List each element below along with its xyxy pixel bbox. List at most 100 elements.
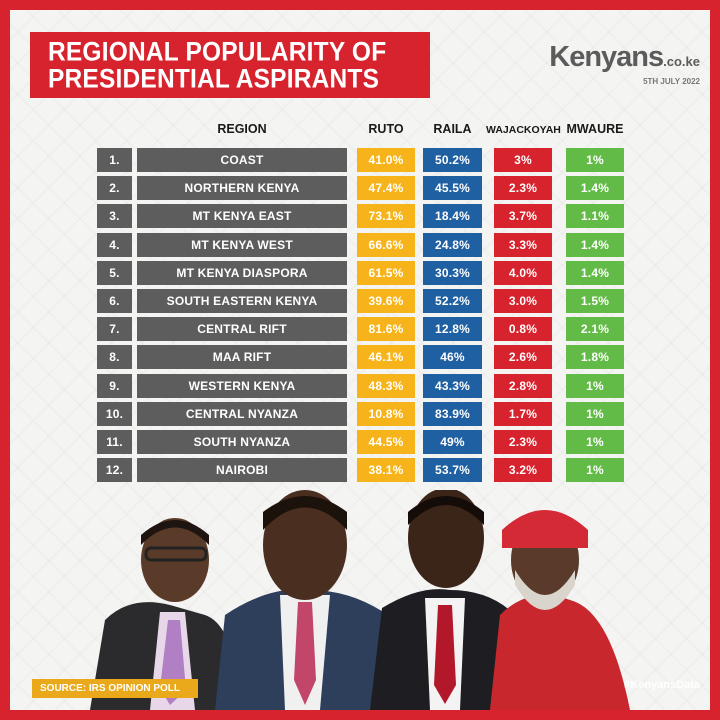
region-cell: COAST xyxy=(137,148,347,172)
ruto-cell: 66.6% xyxy=(357,232,415,257)
mwaure-cell: 1% xyxy=(566,401,624,426)
row-number: 12. xyxy=(97,458,132,483)
raila-cell: 50.2% xyxy=(423,148,482,172)
region-cell: WESTERN KENYA xyxy=(137,373,347,398)
region-cell: MT KENYA DIASPORA xyxy=(137,260,347,285)
wajackoyah-cell: 3.0% xyxy=(494,289,552,313)
ruto-cell: 47.4% xyxy=(357,176,415,201)
brand-suffix: .co.ke xyxy=(663,54,700,69)
raila-cell: 83.9% xyxy=(423,401,482,426)
row-number: 9. xyxy=(97,373,132,398)
raila-cell: 30.3% xyxy=(423,260,482,285)
table-row: 10. CENTRAL NYANZA 10.8% 83.9% 1.7% 1% xyxy=(10,401,710,426)
header-wajackoyah: WAJACKOYAH xyxy=(486,124,561,136)
mwaure-cell: 1% xyxy=(566,430,624,454)
mwaure-cell: 2.1% xyxy=(566,317,624,342)
row-number: 3. xyxy=(97,204,132,229)
ruto-cell: 10.8% xyxy=(357,401,415,426)
mwaure-cell: 1.4% xyxy=(566,260,624,285)
row-number: 8. xyxy=(97,345,132,370)
region-cell: MT KENYA WEST xyxy=(137,232,347,257)
region-cell: NAIROBI xyxy=(137,458,347,483)
wajackoyah-cell: 4.0% xyxy=(494,260,552,285)
ruto-cell: 44.5% xyxy=(357,430,415,454)
title-line-2: PRESIDENTIAL ASPIRANTS xyxy=(48,65,380,95)
ruto-cell: 39.6% xyxy=(357,289,415,313)
wajackoyah-cell: 3.2% xyxy=(494,458,552,483)
ruto-cell: 46.1% xyxy=(357,345,415,370)
mwaure-cell: 1.4% xyxy=(566,232,624,257)
wajackoyah-cell: 0.8% xyxy=(494,317,552,342)
ruto-cell: 61.5% xyxy=(357,260,415,285)
raila-cell: 46% xyxy=(423,345,482,370)
table-row: 4. MT KENYA WEST 66.6% 24.8% 3.3% 1.4% xyxy=(10,232,710,257)
header-mwaure: MWAURE xyxy=(566,122,624,136)
row-number: 11. xyxy=(97,430,132,454)
row-number: 5. xyxy=(97,260,132,285)
brand-logo: Kenyans.co.ke 5TH JULY 2022 xyxy=(549,41,700,87)
table-row: 1. COAST 41.0% 50.2% 3% 1% xyxy=(10,148,710,172)
portrait-wajackoyah xyxy=(490,510,630,710)
region-cell: NORTHERN KENYA xyxy=(137,176,347,201)
title-banner: REGIONAL POPULARITY OF PRESIDENTIAL ASPI… xyxy=(30,32,430,98)
row-number: 2. xyxy=(97,176,132,201)
title-line-1: REGIONAL POPULARITY OF xyxy=(48,38,387,68)
table-row: 7. CENTRAL RIFT 81.6% 12.8% 0.8% 2.1% xyxy=(10,317,710,342)
table-row: 5. MT KENYA DIASPORA 61.5% 30.3% 4.0% 1.4% xyxy=(10,260,710,285)
aspirants-photo xyxy=(90,490,630,710)
mwaure-cell: 1.4% xyxy=(566,176,624,201)
raila-cell: 43.3% xyxy=(423,373,482,398)
mwaure-cell: 1% xyxy=(566,458,624,483)
region-cell: SOUTH NYANZA xyxy=(137,430,347,454)
ruto-cell: 38.1% xyxy=(357,458,415,483)
table-row: 3. MT KENYA EAST 73.1% 18.4% 3.7% 1.1% xyxy=(10,204,710,229)
mwaure-cell: 1.8% xyxy=(566,345,624,370)
header-raila: RAILA xyxy=(433,122,472,136)
ruto-cell: 73.1% xyxy=(357,204,415,229)
table-row: 9. WESTERN KENYA 48.3% 43.3% 2.8% 1% xyxy=(10,373,710,398)
raila-cell: 12.8% xyxy=(423,317,482,342)
ruto-cell: 41.0% xyxy=(357,148,415,172)
wajackoyah-cell: 3.3% xyxy=(494,232,552,257)
header-ruto: RUTO xyxy=(368,122,404,136)
region-cell: CENTRAL NYANZA xyxy=(137,401,347,426)
raila-cell: 52.2% xyxy=(423,289,482,313)
region-cell: MAA RIFT xyxy=(137,345,347,370)
region-cell: CENTRAL RIFT xyxy=(137,317,347,342)
table-row: 11. SOUTH NYANZA 44.5% 49% 2.3% 1% xyxy=(10,430,710,454)
mwaure-cell: 1.5% xyxy=(566,289,624,313)
portrait-ruto xyxy=(370,490,530,710)
table-row: 8. MAA RIFT 46.1% 46% 2.6% 1.8% xyxy=(10,345,710,370)
infographic: REGIONAL POPULARITY OF PRESIDENTIAL ASPI… xyxy=(10,10,710,710)
publish-date: 5TH JULY 2022 xyxy=(643,77,700,86)
row-number: 6. xyxy=(97,289,132,313)
row-number: 1. xyxy=(97,148,132,172)
ruto-cell: 81.6% xyxy=(357,317,415,342)
row-number: 10. xyxy=(97,401,132,426)
source-label: SOURCE: IRS OPINION POLL xyxy=(32,679,198,698)
wajackoyah-cell: 3.7% xyxy=(494,204,552,229)
raila-cell: 18.4% xyxy=(423,204,482,229)
raila-cell: 45.5% xyxy=(423,176,482,201)
table-row: 6. SOUTH EASTERN KENYA 39.6% 52.2% 3.0% 1.5% xyxy=(10,289,710,313)
raila-cell: 53.7% xyxy=(423,458,482,483)
mwaure-cell: 1% xyxy=(566,373,624,398)
wajackoyah-cell: 2.3% xyxy=(494,176,552,201)
mwaure-cell: 1.1% xyxy=(566,204,624,229)
raila-cell: 24.8% xyxy=(423,232,482,257)
mwaure-cell: 1% xyxy=(566,148,624,172)
portrait-raila xyxy=(215,490,410,710)
ruto-cell: 48.3% xyxy=(357,373,415,398)
header-region: REGION xyxy=(217,122,267,136)
region-cell: SOUTH EASTERN KENYA xyxy=(137,289,347,313)
hashtag: #KenyansData xyxy=(624,679,700,691)
wajackoyah-cell: 2.3% xyxy=(494,430,552,454)
region-cell: MT KENYA EAST xyxy=(137,204,347,229)
wajackoyah-cell: 1.7% xyxy=(494,401,552,426)
row-number: 7. xyxy=(97,317,132,342)
table-row: 12. NAIROBI 38.1% 53.7% 3.2% 1% xyxy=(10,458,710,483)
wajackoyah-cell: 2.6% xyxy=(494,345,552,370)
raila-cell: 49% xyxy=(423,430,482,454)
wajackoyah-cell: 3% xyxy=(494,148,552,172)
brand-name: Kenyans xyxy=(549,41,664,73)
